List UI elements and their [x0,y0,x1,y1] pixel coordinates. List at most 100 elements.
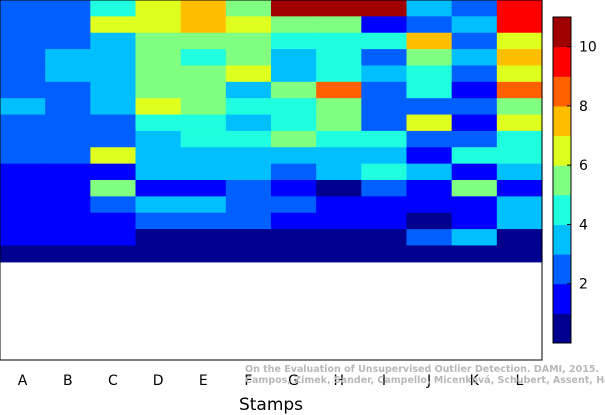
heatmap-cell [180,65,227,83]
heatmap-cell [225,147,272,165]
heatmap-cell [135,163,182,181]
heatmap-cell [135,245,182,263]
x-tick-label: B [63,373,73,389]
colorbar-segment [553,313,571,344]
heatmap-cell [90,114,137,132]
x-tick-label: G [288,373,299,389]
heatmap-cell [271,196,317,214]
heatmap-cell [361,196,408,214]
heatmap-cell [406,65,453,83]
heatmap-cell [361,16,408,34]
colorbar-tick-label: 6 [579,158,588,174]
heatmap-cell [135,16,182,34]
heatmap-cell [451,212,498,230]
heatmap-cell [180,114,227,132]
heatmap-cell [496,180,543,197]
heatmap-cell [451,180,498,197]
heatmap-cell [316,114,362,132]
heatmap-cell [180,98,227,116]
heatmap-cell [225,98,272,116]
heatmap-cell [496,65,543,83]
heatmap-cell [0,147,46,165]
heatmap-cell [225,81,272,99]
heatmap-cell [0,0,46,17]
heatmap-cell [451,114,498,132]
heatmap-cell [135,0,182,17]
colorbar-tick-label: 4 [579,217,588,233]
heatmap-cell [361,65,408,83]
heatmap-cell [135,147,182,165]
heatmap-cell [496,245,543,263]
heatmap-cell [180,16,227,34]
heatmap-cell [316,245,362,263]
heatmap-cell [406,245,453,263]
heatmap-cell [135,180,182,197]
heatmap-cell [225,16,272,34]
heatmap-cell [316,32,362,50]
heatmap-cell [225,245,272,263]
heatmap-cell [271,163,317,181]
heatmap-cell [45,98,91,116]
colorbar-segment [553,46,571,77]
heatmap-cell [180,163,227,181]
colorbar-segment [553,194,571,225]
heatmap-cell [90,81,137,99]
heatmap-cell [135,32,182,50]
heatmap-cell [90,65,137,83]
heatmap-cell [45,32,91,50]
heatmap-cell [135,49,182,67]
heatmap-cell [135,65,182,83]
x-tick-label: I [382,373,386,389]
heatmap-cell [271,130,317,148]
heatmap-cell [406,130,453,148]
colorbar-tick-label: 10 [579,40,597,56]
heatmap-cell [316,0,362,17]
heatmap-cell [0,180,46,197]
heatmap-cell [45,180,91,197]
heatmap-cell [406,229,453,247]
heatmap-cell [451,196,498,214]
heatmap-cell [90,0,137,17]
heatmap-cell [406,16,453,34]
heatmap-cell [135,130,182,148]
heatmap-cell [90,196,137,214]
heatmap-cell [45,163,91,181]
heatmap-cell [45,212,91,230]
colorbar-segment [553,135,571,166]
heatmap-cell [90,229,137,247]
heatmap-cell [180,32,227,50]
x-tick-label: L [516,373,524,389]
x-tick-label: J [426,373,431,389]
heatmap-cell [0,212,46,230]
heatmap-cell [271,180,317,197]
heatmap-cell [406,0,453,17]
heatmap-cell [361,114,408,132]
heatmap-cell [451,130,498,148]
heatmap-cell [271,229,317,247]
heatmap-cell [361,245,408,263]
watermark-line-1: On the Evaluation of Unsupervised Outlie… [245,364,599,375]
colorbar-frame [552,16,572,344]
heatmap-cell [406,212,453,230]
heatmap-cell [45,65,91,83]
heatmap-cell [316,81,362,99]
heatmap-cell [225,130,272,148]
heatmap-cell [225,180,272,197]
heatmap-cell [90,180,137,197]
heatmap-cell [271,212,317,230]
heatmap-cell [90,245,137,263]
heatmap-cell [361,32,408,50]
heatmap-cell [45,196,91,214]
heatmap-cell [0,130,46,148]
heatmap-cell [271,147,317,165]
heatmap-cell [496,49,543,67]
heatmap-cell [271,81,317,99]
heatmap-cell [0,49,46,67]
colorbar-segment [553,105,571,137]
heatmap-cell [45,16,91,34]
heatmap-cell [361,229,408,247]
heatmap-cell [135,81,182,99]
heatmap-cell [180,229,227,247]
heatmap-cell [180,147,227,165]
heatmap-cell [225,65,272,83]
